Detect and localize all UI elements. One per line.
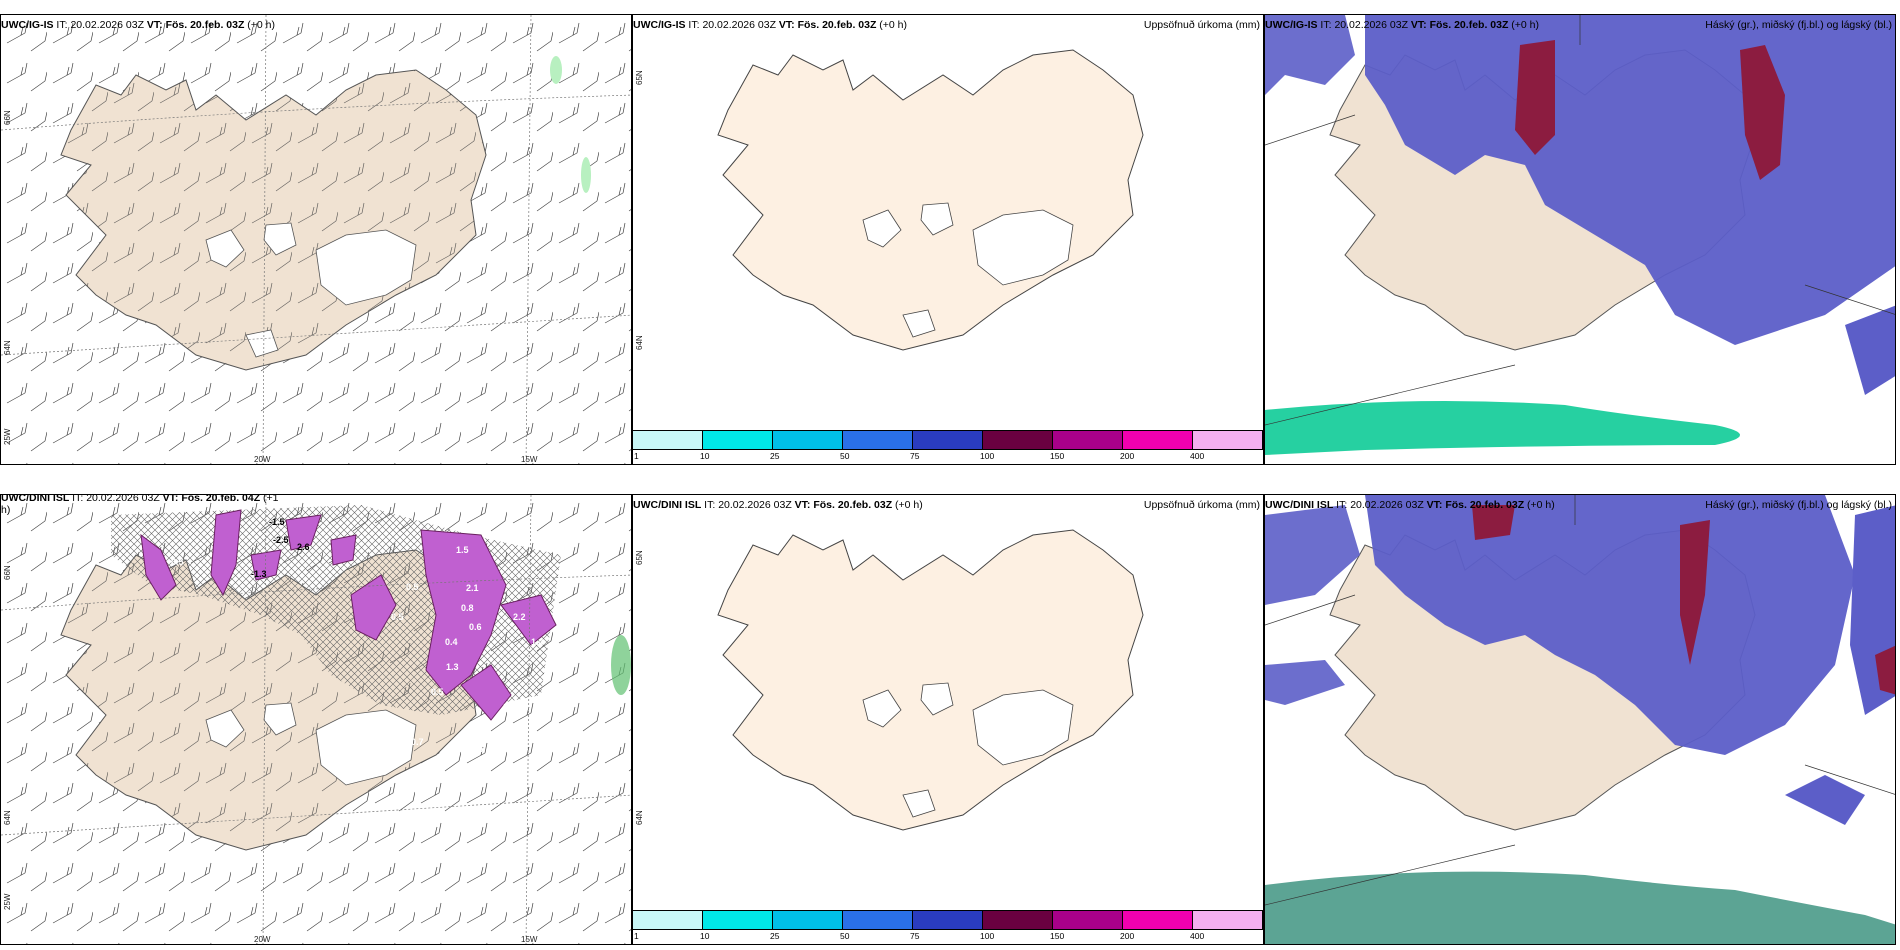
- colorbar-segment: [1053, 431, 1123, 449]
- value-label: 1.4: [531, 637, 544, 647]
- map-header: UWC/DINI ISL IT: 20.02.2026 03Z VT: Fös.…: [1265, 499, 1555, 511]
- value-label: -1.5: [269, 517, 285, 527]
- colorbar-tick: 50: [840, 931, 850, 941]
- value-label: 0.5: [391, 612, 404, 622]
- colorbar: [633, 910, 1263, 930]
- lat-label: 65N: [635, 550, 644, 565]
- map-header: UWC/DINI ISL IT: 20.02.2026 03Z VT: Fös.…: [1, 494, 279, 516]
- colorbar: [633, 430, 1263, 450]
- lat-label: 64N: [635, 810, 644, 825]
- value-label: 0.9: [503, 702, 516, 712]
- lat-label: 64N: [635, 335, 644, 350]
- colorbar-tick: 150: [1050, 451, 1065, 461]
- lat-label: 25W: [3, 893, 12, 910]
- colorbar-tick: 200: [1120, 931, 1135, 941]
- colorbar-segment: [1053, 911, 1123, 929]
- lon-label: 20W: [254, 935, 271, 944]
- field-title: Háský (gr.), miðský (fj.bl.) og lágský (…: [1705, 19, 1892, 31]
- colorbar-segment: [703, 911, 773, 929]
- value-label: 0.5: [406, 582, 419, 592]
- value-label: 2.1: [466, 583, 479, 593]
- colorbar-segment: [773, 431, 843, 449]
- low-cloud-layer: [1265, 871, 1895, 944]
- colorbar-tick: 25: [770, 931, 780, 941]
- value-label: 2.6: [297, 542, 310, 552]
- colorbar-segment: [703, 431, 773, 449]
- colorbar-tick: 100: [980, 451, 995, 461]
- value-label: 0.6: [469, 622, 482, 632]
- low-cloud-layer: [1265, 401, 1740, 455]
- lat-label: 65N: [635, 70, 644, 85]
- value-label: -2.5: [273, 535, 289, 545]
- value-label: 1.5: [456, 545, 469, 555]
- colorbar-tick: 400: [1190, 931, 1205, 941]
- colorbar-segment: [913, 431, 983, 449]
- value-label: 0.7: [411, 737, 424, 747]
- value-label: 0.5: [471, 744, 484, 754]
- value-label: 0.5: [431, 687, 444, 697]
- lat-label: 66N: [3, 110, 12, 125]
- high-cloud-layer: [1515, 40, 1555, 155]
- colorbar-segment: [1123, 431, 1193, 449]
- colorbar-segment: [983, 431, 1053, 449]
- colorbar-tick: 25: [770, 451, 780, 461]
- colorbar-ticks: 1 10 25 50 75 100 150 200 400: [633, 451, 1263, 462]
- field-title: Uppsöfnuð úrkoma (mm): [1143, 19, 1260, 31]
- colorbar-segment: [633, 911, 703, 929]
- panel-clouds-top: UWC/IG-IS IT: 20.02.2026 03Z VT: Fös. 20…: [1264, 14, 1896, 465]
- colorbar-tick: 75: [910, 451, 920, 461]
- colorbar-segment: [773, 911, 843, 929]
- value-label: 0.4: [445, 637, 458, 647]
- map-header: UWC/IG-IS IT: 20.02.2026 03Z VT: Fös. 20…: [1, 19, 276, 31]
- panel-precip-bottom: UWC/DINI ISL IT: 20.02.2026 03Z VT: Fös.…: [632, 494, 1264, 945]
- value-label: -1.3: [251, 569, 267, 579]
- panel-wind-bottom: -1.5 -2.5 2.6 -1.3 2.1 1.5 0.5 0.8 0.6 0…: [0, 494, 632, 945]
- colorbar-segment: [1193, 431, 1263, 449]
- value-label: 0.8: [461, 603, 474, 613]
- colorbar-tick: 400: [1190, 451, 1205, 461]
- colorbar-ticks: 1 10 25 50 75 100 150 200 400: [633, 931, 1263, 942]
- land-iceland: [717, 49, 1144, 351]
- colorbar-segment: [913, 911, 983, 929]
- colorbar-tick: 100: [980, 931, 995, 941]
- lon-label: 15W: [521, 455, 538, 464]
- high-cloud-layer: [1472, 505, 1515, 540]
- lat-label: 66N: [3, 565, 12, 580]
- colorbar-segment: [633, 431, 703, 449]
- value-label: 0.7: [501, 732, 514, 742]
- value-label: 1.3: [446, 662, 459, 672]
- colorbar-tick: 1: [634, 451, 639, 461]
- lon-label: 15W: [521, 935, 538, 944]
- colorbar-segment: [843, 431, 913, 449]
- colorbar-segment: [983, 911, 1053, 929]
- map-header: UWC/IG-IS IT: 20.02.2026 03Z VT: Fös. 20…: [1265, 19, 1540, 31]
- field-title: Uppsöfnuð úrkoma (mm): [1143, 499, 1260, 511]
- colorbar-tick: 50: [840, 451, 850, 461]
- colorbar-segment: [843, 911, 913, 929]
- lon-label: 20W: [254, 455, 271, 464]
- colorbar-tick: 10: [700, 451, 710, 461]
- map-header: UWC/IG-IS IT: 20.02.2026 03Z VT: Fös. 20…: [633, 19, 908, 31]
- mid-cloud-layer: [1365, 495, 1855, 755]
- lat-label: 64N: [3, 340, 12, 355]
- value-label: 0.5: [171, 557, 184, 567]
- colorbar-tick: 75: [910, 931, 920, 941]
- value-label: 2.2: [513, 612, 526, 622]
- precip-areas: [140, 509, 557, 721]
- land-iceland: [717, 529, 1144, 831]
- map-header: UWC/DINI ISL IT: 20.02.2026 03Z VT: Fös.…: [633, 499, 923, 511]
- colorbar-tick: 1: [634, 931, 639, 941]
- panel-wind-top: UWC/IG-IS IT: 20.02.2026 03Z VT: Fös. 20…: [0, 14, 632, 465]
- colorbar-segment: [1193, 911, 1263, 929]
- lat-label: 25W: [3, 428, 12, 445]
- lat-label: 64N: [3, 810, 12, 825]
- field-title: Háský (gr.), miðský (fj.bl.) og lágský (…: [1705, 499, 1892, 511]
- panel-precip-top: UWC/IG-IS IT: 20.02.2026 03Z VT: Fös. 20…: [632, 14, 1264, 465]
- colorbar-segment: [1123, 911, 1193, 929]
- colorbar-tick: 10: [700, 931, 710, 941]
- colorbar-tick: 150: [1050, 931, 1065, 941]
- panel-clouds-bottom: UWC/DINI ISL IT: 20.02.2026 03Z VT: Fös.…: [1264, 494, 1896, 945]
- colorbar-tick: 200: [1120, 451, 1135, 461]
